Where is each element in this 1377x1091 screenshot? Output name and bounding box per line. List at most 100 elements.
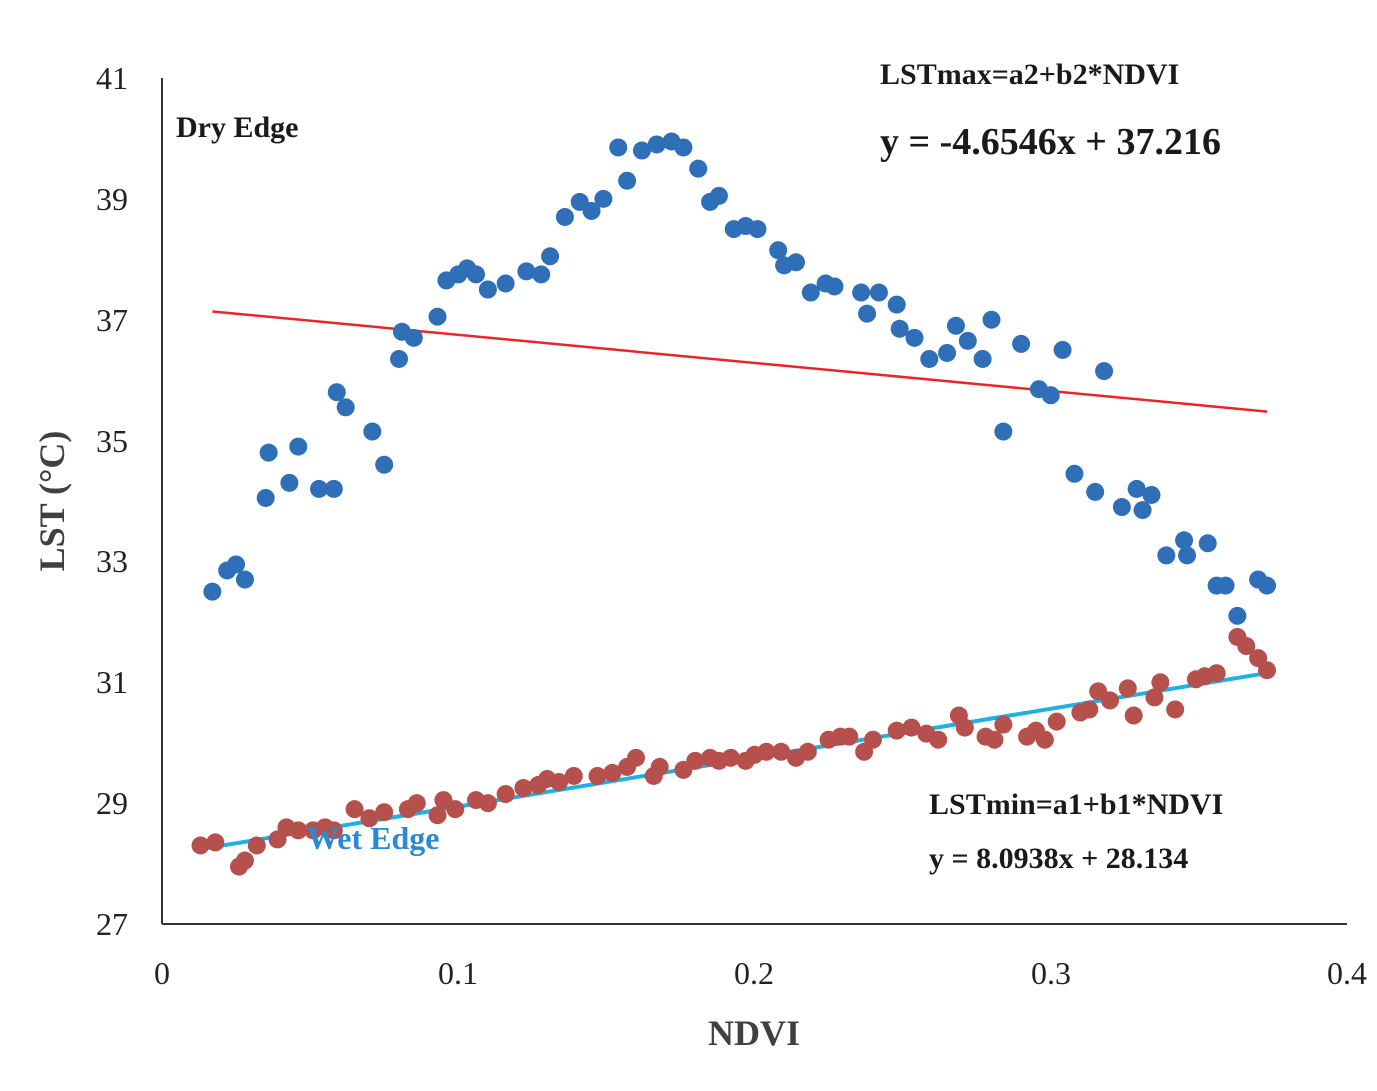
dry-edge-point [532,265,551,284]
wet-edge-point [902,718,921,737]
dry-edge-point [375,455,394,474]
dry-edge-point [280,473,299,492]
wet-edge-point [496,785,515,804]
dry-edge-point [982,310,1001,329]
wet-edge-point [686,751,705,770]
y-tick-label: 37 [96,302,128,338]
dry-edge-point [1127,479,1146,498]
wet-edge-label: Wet Edge [307,820,439,856]
dry-edge-point [1178,546,1197,565]
dry-edge-point [227,555,246,574]
wet-edge-point [929,730,948,749]
y-tick-label: 29 [96,785,128,821]
dry-edge-point [428,307,447,326]
dry-edge-point [259,443,278,462]
wet-edge-point [564,766,583,785]
dry-edge-point [1228,606,1247,625]
dry-edge-point [582,201,601,220]
y-tick-label: 27 [96,906,128,942]
wet-edge-point [1047,712,1066,731]
dry-edge-point [709,186,728,205]
dry-edge-point [289,437,308,456]
dry-edge-point [852,283,871,302]
wet-edge-point [1124,706,1143,725]
wet-edge-point [324,821,343,840]
dry-edge-point [689,159,708,178]
wet-edge-point [721,748,740,767]
dry-edge-point [327,383,346,402]
dry-edge-point [363,422,382,441]
dry-edge-point [938,343,957,362]
dry-edge-point [825,277,844,296]
dry-edge-point [1112,498,1131,517]
wet-edge-point [757,742,776,761]
y-tick-label: 31 [96,664,128,700]
wet-edge-point [887,721,906,740]
y-tick-label: 41 [96,60,128,96]
dry-edge-point [478,280,497,299]
wet-edge-point [191,836,210,855]
dry-edge-point [336,398,355,417]
dry-edge-point [632,141,651,160]
dry-edge-point [1258,576,1277,595]
dry-edge-point [1175,531,1194,550]
dry-edge-point [1041,386,1060,405]
dry-edge-point [609,138,628,157]
x-tick-label: 0.3 [1031,955,1071,991]
wet-edge-point [798,742,817,761]
dry-edge-point [235,570,254,589]
dry-edge-point [203,582,222,601]
x-tick-label: 0 [154,955,170,991]
y-tick-label: 33 [96,543,128,579]
dry-edge-point [973,349,992,368]
wet-edge-point [478,794,497,813]
y-tick-labels: 27 29 31 33 35 37 39 41 [96,60,128,942]
dry-edge-point [390,349,408,368]
dry-edge-point [674,138,693,157]
dry-edge-point [467,265,486,284]
wet-edge-point [289,821,308,840]
dry-edge-series [203,132,1277,625]
wet-edge-point [864,730,882,749]
dry-equation: y = -4.6546x + 37.216 [880,121,1221,163]
x-axis-title: NDVI [708,1013,800,1053]
wet-edge-point [206,833,225,852]
wet-edge-point [603,763,622,782]
wet-edge-point [588,766,607,785]
wet-edge-point [1151,673,1170,692]
x-tick-label: 0.4 [1327,955,1367,991]
dry-edge-point [958,331,977,350]
wet-edge-point [994,715,1013,734]
wet-edge-point [1258,661,1277,680]
wet-edge-point [1080,700,1099,719]
wet-edge-point [345,800,364,819]
y-axis-title: LST (°C) [32,431,72,572]
dry-edge-point [1157,546,1176,565]
dry-edge-point [869,283,888,302]
wet-edge-point [446,800,465,819]
dry-edge-point [1198,534,1217,553]
y-tick-label: 35 [96,423,128,459]
dry-edge-point [517,262,536,281]
dry-edge-point [748,220,767,239]
dry-edge-point [594,189,613,208]
wet-edge-point [627,748,645,767]
dry-edge-point [946,316,965,335]
wet-edge-point [247,836,266,855]
dry-edge-point [890,319,909,338]
wet-edge-point [407,794,426,813]
x-tick-labels: 0 0.1 0.2 0.3 0.4 [154,955,1367,991]
dry-edge-point [310,479,329,498]
wet-edge-point [235,851,254,870]
wet-edge-series [191,627,1277,876]
dry-edge-point [1065,464,1084,483]
dry-edge-point [256,488,275,507]
dry-edge-point [920,349,939,368]
dry-edge-point [1095,362,1114,381]
wet-edge-point [1145,688,1164,707]
wet-edge-point [1207,664,1226,683]
x-tick-label: 0.2 [734,955,774,991]
wet-edge-point [1101,691,1119,710]
wet-edge-point [1237,637,1256,656]
wet-edge-point [514,779,533,798]
